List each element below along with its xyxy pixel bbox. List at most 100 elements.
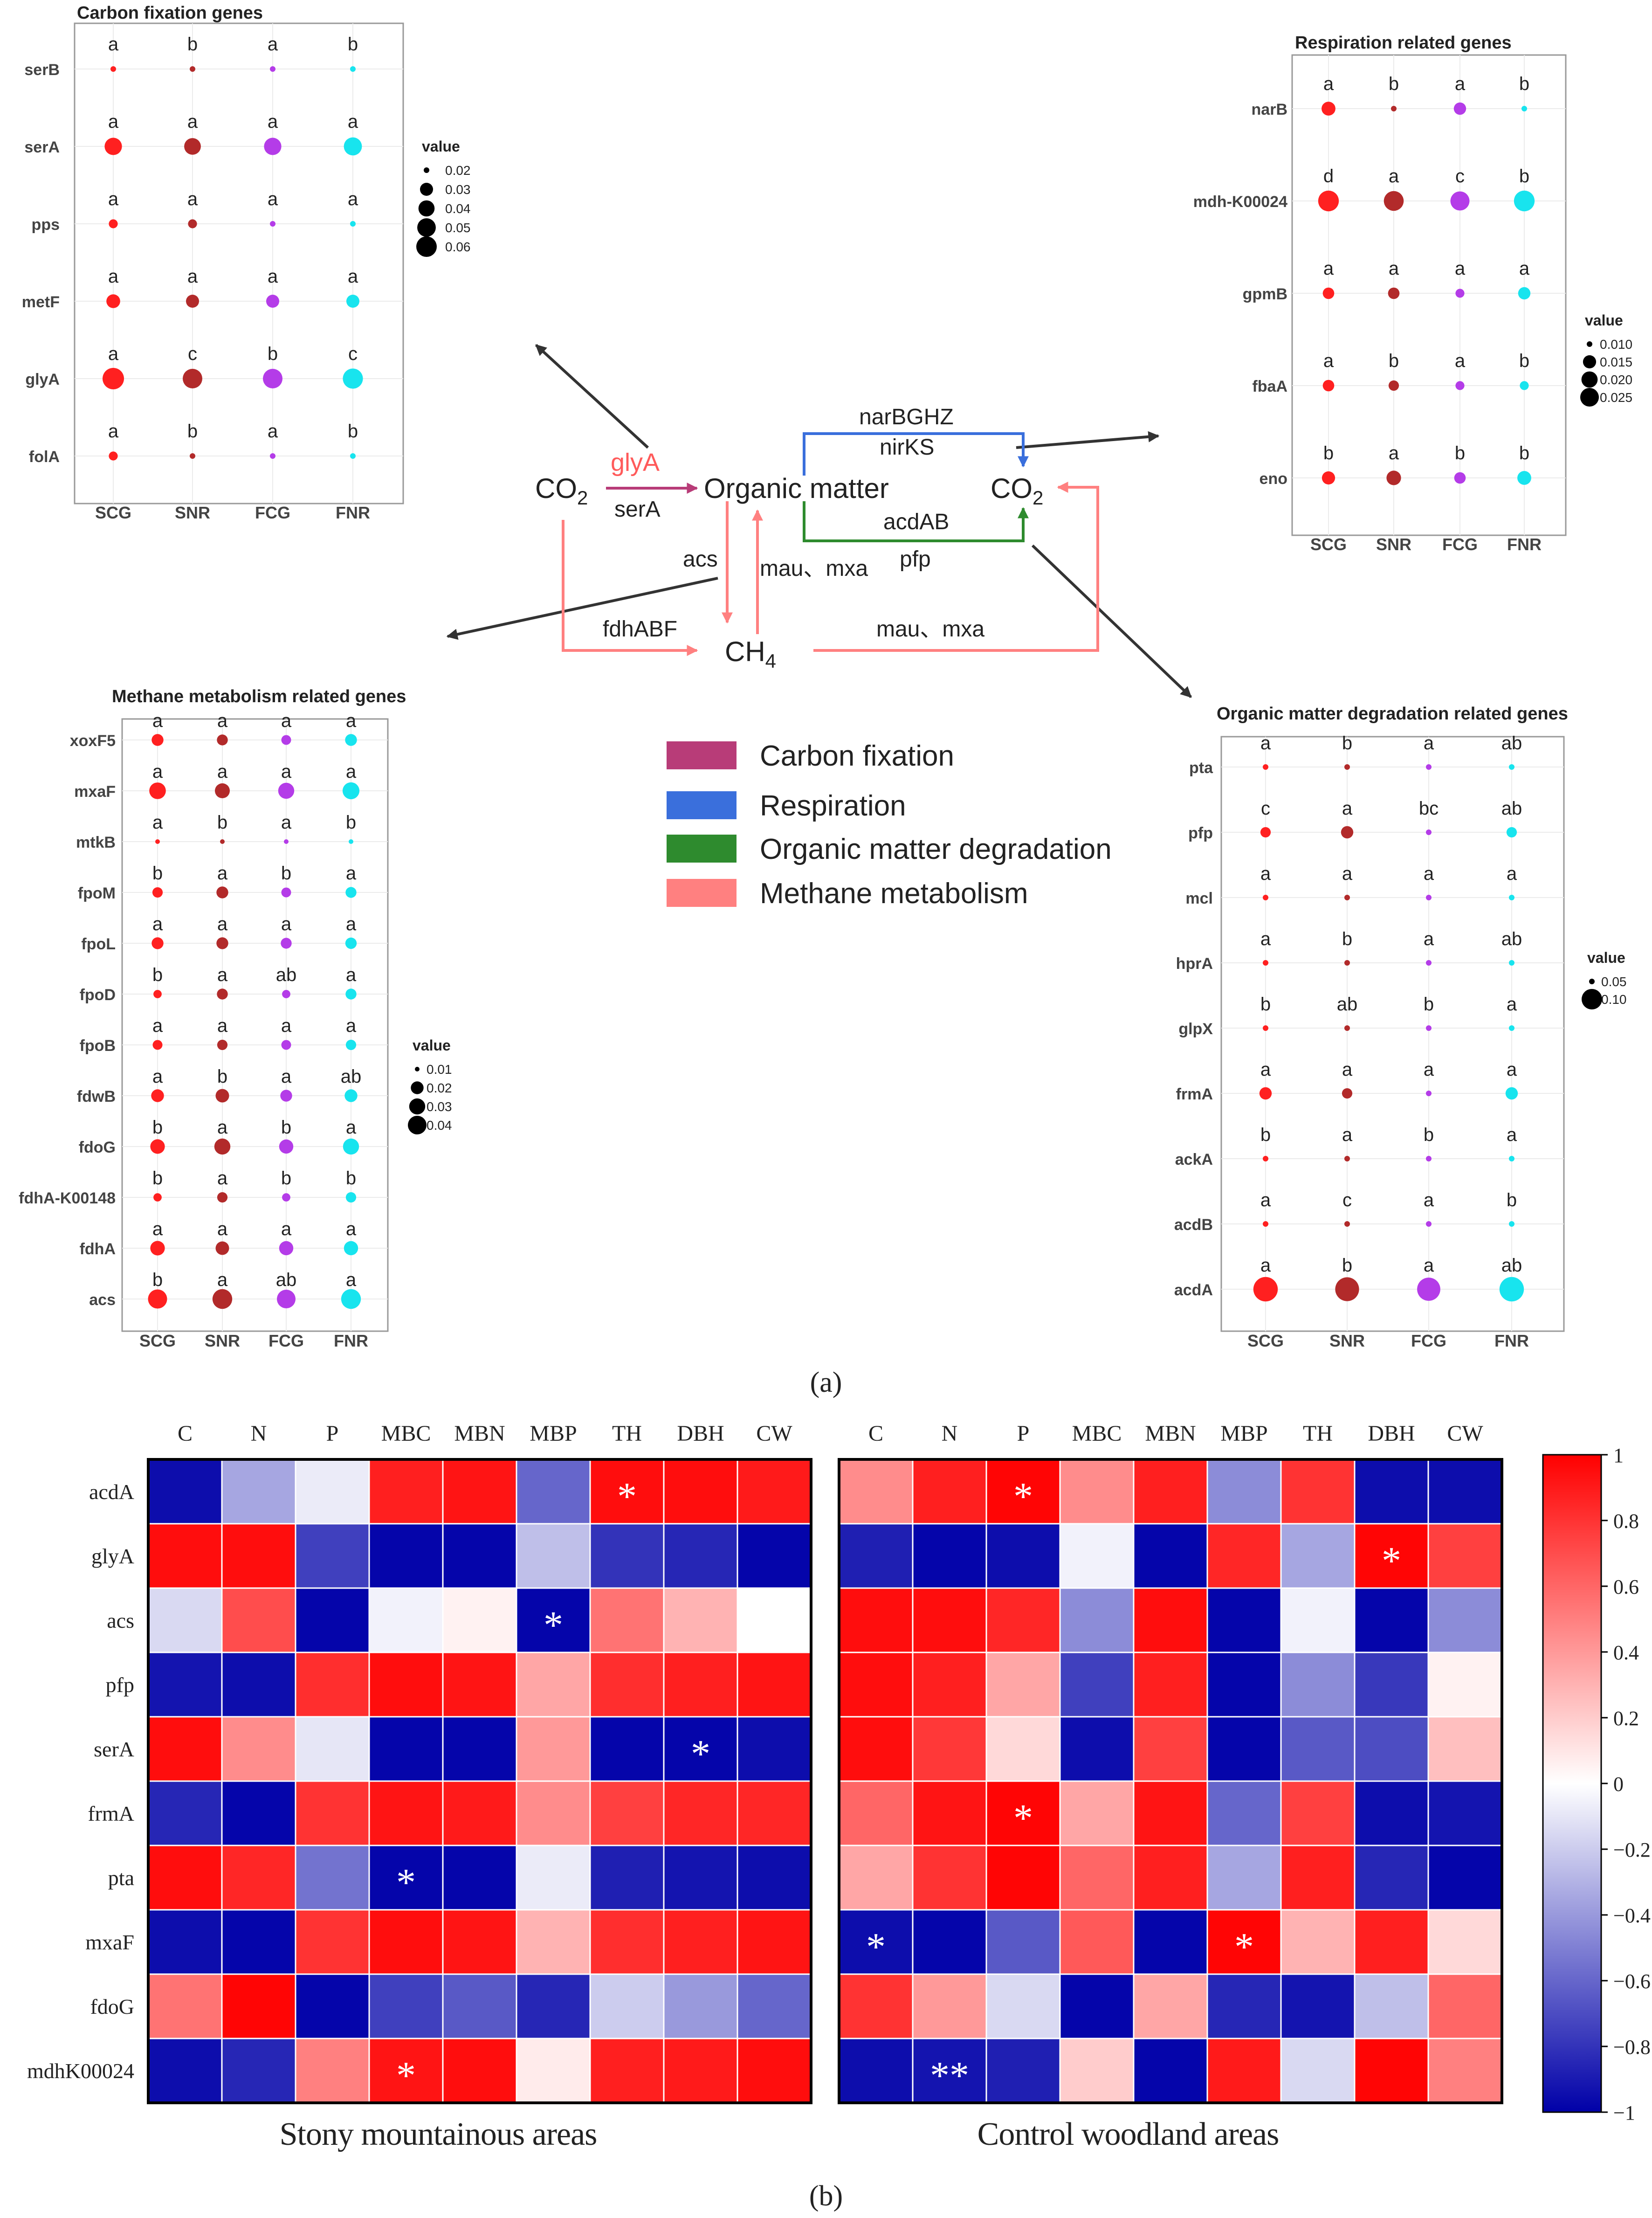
gene-label-narB: narB bbox=[1252, 101, 1287, 118]
sig-letter: b bbox=[152, 1168, 163, 1188]
bubble-mcl-FCG bbox=[1426, 895, 1432, 900]
heatmap-cell-pta-DBH bbox=[1354, 1845, 1429, 1911]
bubble-serB-SNR bbox=[190, 66, 195, 72]
heatmap-cell-fdoG-N bbox=[221, 1973, 296, 2039]
heatmap-cell-acs-MBC bbox=[1059, 1587, 1135, 1653]
significance-star: * bbox=[691, 1732, 710, 1776]
sig-letter: a bbox=[348, 189, 358, 209]
correlation-colorbar: 1 0.8 0.6 0.4 0.2 0 −0.2 −0.4 −0.6 −0.8 −1 bbox=[1542, 1444, 1651, 2124]
heatmap-cell-frmA-MBN bbox=[442, 1780, 517, 1846]
panel-title: Carbon fixation genes bbox=[77, 3, 263, 23]
bubble-mtkB-SCG bbox=[155, 839, 160, 844]
bubble-acdA-SNR bbox=[1335, 1277, 1359, 1301]
heatmap-cell-mxaF-MBP bbox=[516, 1909, 591, 1975]
heatmap-cell-mdhK00024-TH bbox=[1280, 2038, 1356, 2104]
heatmap-cell-glyA-MBN bbox=[442, 1523, 517, 1589]
bubble-glyA-SNR bbox=[183, 369, 202, 388]
sig-letter: a bbox=[108, 421, 119, 442]
heatmap-cell-pta-P bbox=[295, 1845, 370, 1911]
group-label-SNR: SNR bbox=[205, 1331, 240, 1350]
sig-letter: a bbox=[281, 761, 292, 782]
row-label-acs: acs bbox=[107, 1609, 134, 1632]
colorbar-tick-label: 0.2 bbox=[1613, 1707, 1639, 1730]
legend-label-respiration: Respiration bbox=[760, 790, 906, 822]
bubble-xoxF5-FNR bbox=[345, 734, 357, 746]
gene-label-pfp: pfp bbox=[1188, 824, 1213, 842]
bubble-folA-FCG bbox=[270, 453, 275, 459]
gene-label-pta: pta bbox=[1189, 759, 1213, 777]
heatmap-cell-frmA-CW bbox=[737, 1780, 812, 1846]
heatmap-cell-mxaF-TH bbox=[589, 1909, 665, 1975]
heatmap-cell-pfp-P bbox=[295, 1651, 370, 1718]
sig-letter: a bbox=[1389, 166, 1399, 187]
heatmap-cell-frmA-DBH bbox=[663, 1780, 738, 1846]
bubble-xoxF5-SCG bbox=[151, 734, 164, 746]
heatmap-cell-mxaF-P bbox=[295, 1909, 370, 1975]
colorbar-tick-label: −0.8 bbox=[1613, 2036, 1651, 2059]
significance-star: * bbox=[544, 1603, 563, 1647]
sig-letter: ab bbox=[1501, 733, 1522, 753]
heatmap-cell-acs-MBP bbox=[1206, 1587, 1282, 1653]
sig-letter: a bbox=[152, 914, 163, 934]
bubble-fdwB-FNR bbox=[344, 1089, 358, 1102]
sig-letter: b bbox=[1342, 1255, 1352, 1276]
size-legend-title: value bbox=[1585, 312, 1623, 329]
heatmap-cell-acs-N bbox=[912, 1587, 987, 1653]
bubble-panel-resp: Respiration related genes narB a b a b mdh-K00… bbox=[1193, 33, 1632, 554]
heatmap-cell-pta-DBH bbox=[663, 1845, 738, 1911]
size-legend-title: value bbox=[1587, 949, 1625, 966]
sig-letter: ab bbox=[1337, 994, 1358, 1015]
heatmap-cell-acs-MBN bbox=[1133, 1587, 1208, 1653]
heatmap-border bbox=[147, 1458, 812, 2104]
heatmap-cell-glyA-TH bbox=[589, 1523, 665, 1589]
gene-label-hprA: hprA bbox=[1176, 955, 1213, 973]
sig-letter: b bbox=[187, 421, 198, 442]
size-legend-dot bbox=[420, 183, 433, 196]
sig-letter: a bbox=[281, 711, 292, 731]
heatmap-cell-pfp-MBN bbox=[1133, 1651, 1208, 1718]
group-label-FCG: FCG bbox=[1411, 1331, 1446, 1350]
significance-star: * bbox=[617, 1475, 637, 1518]
legend-swatch-carbon-fixation bbox=[667, 741, 737, 769]
heatmap-cell-serA-N bbox=[221, 1716, 296, 1782]
sig-letter: a bbox=[217, 1016, 228, 1036]
sig-letter: a bbox=[1323, 74, 1334, 94]
size-legend-dot bbox=[409, 1098, 426, 1115]
bubble-pfp-FNR bbox=[1506, 827, 1517, 838]
bubble-fdhA-K00148-FCG bbox=[282, 1193, 290, 1202]
heatmap-cell-serA-MBC bbox=[368, 1716, 444, 1782]
heatmap-cell-mdhK00024-P bbox=[295, 2038, 370, 2104]
label-glyA: glyA bbox=[611, 449, 660, 477]
heatmap-cell-acs-N bbox=[221, 1587, 296, 1653]
heatmap-cell-fdoG-DBH bbox=[1354, 1973, 1429, 2039]
colorbar-tick-label: 0.4 bbox=[1613, 1641, 1639, 1664]
heatmap-cell-acs-TH bbox=[1280, 1587, 1356, 1653]
panel-a-label: (a) bbox=[810, 1367, 842, 1398]
sig-letter: c bbox=[1342, 1190, 1352, 1210]
sig-letter: b bbox=[152, 1270, 163, 1290]
sig-letter: b bbox=[346, 812, 356, 833]
sig-letter: b bbox=[152, 863, 163, 884]
heatmap-cell-pfp-TH bbox=[589, 1651, 665, 1718]
sig-letter: b bbox=[1260, 1125, 1271, 1145]
colorbar-tick-label: 0 bbox=[1613, 1773, 1624, 1796]
column-label-MBC: MBC bbox=[1072, 1421, 1122, 1446]
bubble-glpX-FNR bbox=[1509, 1025, 1514, 1031]
size-legend-label: 0.025 bbox=[1600, 390, 1632, 405]
sig-letter: a bbox=[152, 1016, 163, 1036]
heatmap-cell-pta-P bbox=[985, 1845, 1061, 1911]
size-legend-dot bbox=[1583, 355, 1597, 369]
row-label-serA: serA bbox=[94, 1737, 134, 1761]
bubble-mxaF-SNR bbox=[215, 783, 230, 798]
bubble-mtkB-SNR bbox=[220, 839, 225, 844]
sig-letter: a bbox=[108, 34, 119, 55]
size-legend: value 0.02 0.03 0.04 0.05 0.06 bbox=[416, 138, 471, 257]
heatmap-title: Stony mountainous areas bbox=[280, 2116, 597, 2152]
sig-letter: a bbox=[1260, 864, 1271, 884]
heatmap-cell-glyA-N bbox=[221, 1523, 296, 1589]
bubble-mcl-SNR bbox=[1344, 895, 1350, 900]
colorbar-tick-label: 0.8 bbox=[1613, 1510, 1639, 1533]
size-legend-dot bbox=[416, 236, 437, 257]
panel-title: Methane metabolism related genes bbox=[112, 687, 406, 706]
gene-label-fpoD: fpoD bbox=[80, 986, 116, 1004]
